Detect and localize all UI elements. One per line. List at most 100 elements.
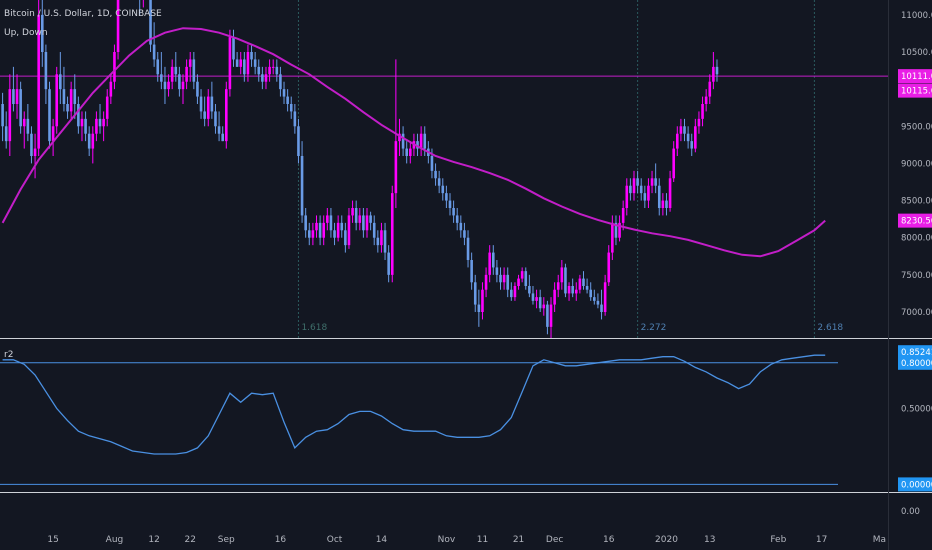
- candle-body: [697, 118, 701, 127]
- candle-body: [556, 282, 560, 290]
- candle-body: [203, 111, 206, 119]
- candle-body: [574, 289, 578, 294]
- candle-body: [448, 200, 452, 208]
- candle-body: [326, 215, 329, 223]
- candle-body: [66, 104, 69, 112]
- time-axis-label: 14: [376, 535, 388, 545]
- candle-body: [372, 222, 376, 238]
- candle-body: [333, 230, 336, 238]
- candle-body: [362, 215, 365, 231]
- candle-body: [354, 208, 358, 223]
- candle-body: [340, 222, 344, 231]
- time-axis-label: Feb: [770, 535, 786, 545]
- candle-body: [618, 222, 621, 238]
- candle-body: [275, 66, 279, 75]
- candle-body: [167, 81, 170, 90]
- candle-body: [152, 44, 156, 60]
- candle-body: [401, 133, 405, 149]
- candle-body: [329, 215, 333, 231]
- candle-body: [224, 89, 228, 142]
- candle-body: [347, 215, 351, 246]
- candle-body: [690, 141, 694, 149]
- candle-body: [80, 118, 84, 127]
- candle-body: [596, 300, 600, 305]
- candle-body: [589, 289, 593, 298]
- candle-body: [531, 293, 535, 301]
- candle-body: [199, 96, 203, 112]
- candle-body: [672, 148, 675, 179]
- candle-body: [686, 133, 690, 142]
- candle-body: [419, 133, 423, 149]
- candle-body: [271, 66, 275, 68]
- candle-body: [214, 111, 217, 127]
- candle-body: [55, 74, 59, 127]
- candle-body: [109, 81, 113, 97]
- time-axis-label: Sep: [218, 535, 235, 545]
- candle-body: [30, 133, 33, 156]
- symbol-title: Bitcoin / U.S. Dollar, 1D, COINBASE: [4, 9, 162, 19]
- r2-pane-title: r2: [4, 350, 14, 360]
- candle-body: [639, 185, 643, 194]
- candle-body: [607, 252, 611, 283]
- candle-body: [712, 66, 715, 82]
- time-axis-label: 11: [477, 535, 488, 545]
- candle-body: [40, 14, 44, 52]
- candle-body: [546, 304, 549, 327]
- candle-body: [95, 118, 98, 134]
- candle-body: [297, 126, 300, 156]
- candle-body: [286, 96, 289, 104]
- candle-body: [477, 304, 481, 312]
- price-badge-label: 8230.56: [901, 217, 932, 227]
- candle-body: [585, 286, 589, 290]
- time-axis-label: Oct: [327, 535, 343, 545]
- candle-body: [315, 222, 318, 231]
- candle-body: [228, 37, 232, 90]
- candle-body: [405, 148, 408, 156]
- candle-body: [675, 133, 679, 149]
- candle-body: [582, 278, 585, 286]
- fib-label: 2.272: [641, 323, 667, 333]
- candle-body: [98, 118, 102, 127]
- r2-badge: [898, 355, 932, 370]
- candle-body: [694, 126, 697, 149]
- candle-body: [26, 118, 30, 134]
- candle-body: [625, 185, 629, 208]
- candle-body: [520, 271, 524, 279]
- candle-body: [549, 304, 553, 327]
- candle-body: [170, 66, 174, 82]
- candle-body: [665, 200, 668, 208]
- candle-body: [578, 278, 582, 290]
- r2-badge-label: 0.85241372: [901, 348, 932, 358]
- candle-body: [380, 230, 383, 246]
- candle-body: [542, 304, 546, 309]
- moving-average-line: [1, 27, 826, 258]
- candle-body: [246, 52, 250, 75]
- candle-body: [484, 274, 488, 290]
- time-axis-label: Dec: [546, 535, 563, 545]
- candle-body: [621, 208, 625, 223]
- candle-body: [614, 222, 618, 238]
- candle-body: [174, 66, 178, 75]
- candle-body: [416, 141, 419, 149]
- candle-body: [553, 289, 556, 305]
- candle-body: [1, 104, 4, 127]
- candle-body: [33, 148, 37, 156]
- price-axis-label: 8000.00: [901, 234, 932, 244]
- candle-body: [300, 156, 304, 216]
- candle-body: [22, 118, 26, 127]
- candle-body: [156, 59, 160, 75]
- candle-body: [37, 14, 40, 149]
- candle-body: [430, 156, 434, 171]
- candle-body: [704, 96, 708, 104]
- candle-body: [376, 237, 380, 246]
- candle-body: [390, 193, 394, 275]
- candle-body: [51, 126, 55, 142]
- price-badge-label: 10111.01: [901, 72, 932, 82]
- candle-body: [264, 74, 268, 82]
- price-badge-label: 10115.67: [901, 87, 932, 97]
- candle-body: [206, 96, 210, 119]
- candle-body: [12, 89, 15, 104]
- r2-badge: [898, 345, 932, 360]
- indicator-title: Up, Down: [4, 28, 48, 38]
